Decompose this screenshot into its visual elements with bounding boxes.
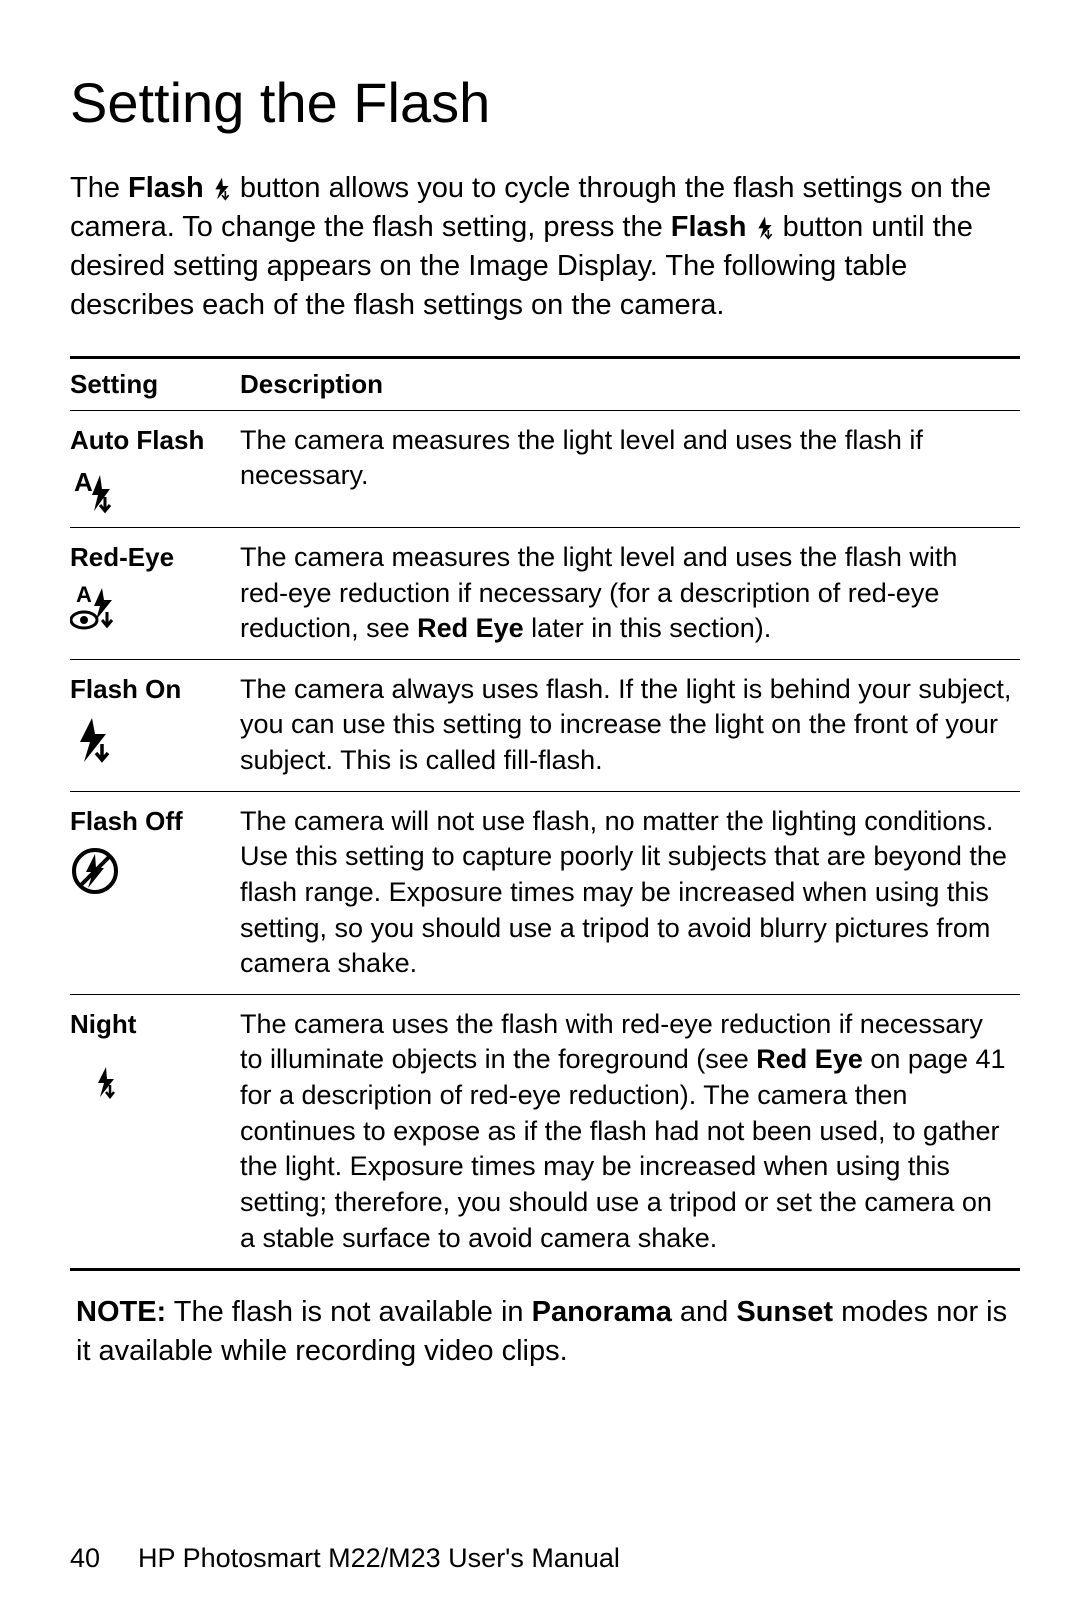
setting-label: Red-Eye (70, 540, 232, 574)
desc-text: on page 41 for a description of red-eye … (240, 1044, 1006, 1252)
setting-label: Night (70, 1007, 232, 1041)
manual-title: HP Photosmart M22/M23 User's Manual (138, 1543, 620, 1573)
col-setting: Setting (70, 357, 240, 410)
setting-desc: The camera measures the light level and … (240, 410, 1020, 527)
svg-text:A: A (74, 467, 93, 497)
auto-flash-icon: A (70, 465, 120, 515)
setting-label: Flash Off (70, 804, 232, 838)
intro-flash-bold-1: Flash (128, 172, 204, 204)
page-footer: 40 HP Photosmart M22/M23 User's Manual (70, 1543, 620, 1574)
flash-on-icon (70, 714, 120, 764)
note-bold: Sunset (736, 1296, 833, 1328)
flash-bolt-icon (755, 212, 775, 240)
flash-bolt-icon (212, 173, 232, 201)
table-row: Auto Flash A The camera measures the lig… (70, 410, 1020, 527)
desc-bold: Red Eye (417, 613, 524, 643)
note-text: and (672, 1296, 737, 1328)
col-description: Description (240, 357, 1020, 410)
page-number: 40 (70, 1543, 100, 1574)
table-row: Red-Eye A The camera measures the light … (70, 527, 1020, 659)
red-eye-icon: A (70, 582, 120, 632)
flash-off-icon (70, 846, 120, 896)
intro-text: The (70, 172, 128, 204)
svg-text:A: A (76, 582, 92, 607)
flash-settings-table: Setting Description Auto Flash A The cam… (70, 356, 1020, 1272)
note-bold: Panorama (532, 1296, 672, 1328)
setting-desc: The camera uses the flash with red-eye r… (240, 994, 1020, 1269)
note-paragraph: NOTE: The flash is not available in Pano… (70, 1293, 1020, 1371)
note-label: NOTE: (76, 1296, 166, 1328)
setting-desc: The camera will not use flash, no matter… (240, 791, 1020, 994)
setting-desc: The camera measures the light level and … (240, 527, 1020, 659)
desc-bold: Red Eye (756, 1044, 863, 1074)
note-text: The flash is not available in (166, 1296, 531, 1328)
table-row: Flash Off The camera will not use flash,… (70, 791, 1020, 994)
page-title: Setting the Flash (70, 70, 1020, 135)
table-row: Flash On The camera always uses flash. I… (70, 659, 1020, 791)
setting-label: Flash On (70, 672, 232, 706)
desc-text: later in this section). (524, 613, 772, 643)
table-row: Night The camera uses the flash with red… (70, 994, 1020, 1269)
setting-desc: The camera always uses flash. If the lig… (240, 659, 1020, 791)
setting-label: Auto Flash (70, 423, 232, 457)
night-flash-icon (70, 1049, 120, 1099)
intro-paragraph: The Flash button allows you to cycle thr… (70, 169, 1020, 326)
intro-flash-bold-2: Flash (671, 211, 747, 243)
